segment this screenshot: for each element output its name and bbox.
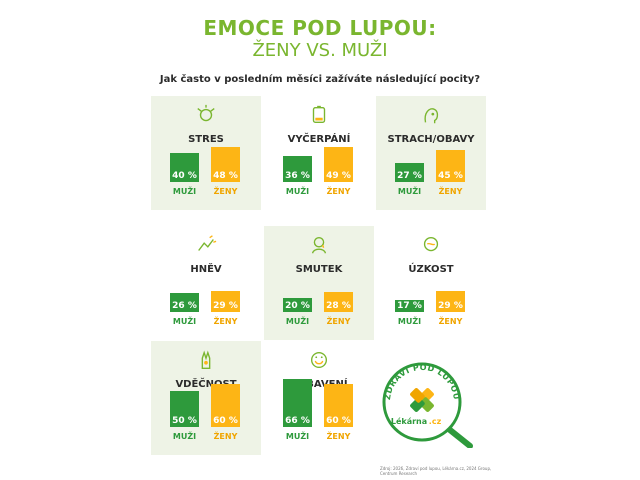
- emotion-label: VDĚČNOST: [175, 379, 237, 390]
- category-label-muzi: MUŽI: [172, 432, 197, 441]
- bar-zeny: 45 %: [436, 150, 465, 182]
- bar-muzi: 66 %: [283, 379, 312, 427]
- stress-icon: [197, 104, 215, 122]
- category-label-zeny: ŽENY: [213, 187, 238, 196]
- bar-value-label: 28 %: [326, 301, 351, 311]
- category-label-muzi: MUŽI: [285, 317, 310, 326]
- category-label-muzi: MUŽI: [397, 317, 422, 326]
- bar-value-label: 48 %: [213, 171, 238, 181]
- bar-value-label: 66 %: [285, 416, 310, 426]
- bar-muzi: 17 %: [395, 300, 424, 312]
- category-label-zeny: ŽENY: [326, 432, 351, 441]
- bar-value-label: 50 %: [172, 416, 197, 426]
- category-label-zeny: ŽENY: [326, 317, 351, 326]
- emotion-label: POBAVENÍ: [290, 379, 348, 390]
- bar-muzi: 36 %: [283, 156, 312, 182]
- emotion-label: STRACH/OBAVY: [387, 134, 475, 145]
- emotion-label: VYČERPÁNÍ: [287, 134, 351, 145]
- anxiety-icon: [423, 236, 439, 252]
- bar-value-label: 40 %: [172, 171, 197, 181]
- bar-zeny: 29 %: [436, 291, 465, 312]
- emotion-label: HNĚV: [190, 264, 222, 275]
- category-label-muzi: MUŽI: [285, 432, 310, 441]
- category-label-zeny: ŽENY: [213, 317, 238, 326]
- logo-domain-text: .cz: [429, 417, 442, 426]
- category-label-zeny: ŽENY: [438, 187, 463, 196]
- bar-value-label: 27 %: [397, 171, 422, 181]
- survey-question: Jak často v posledním měsíci zažíváte ná…: [159, 74, 481, 85]
- bar-muzi: 50 %: [170, 391, 199, 427]
- bar-value-label: 36 %: [285, 171, 310, 181]
- bar-zeny: 29 %: [211, 291, 240, 312]
- emotion-panel: VDĚČNOST 50 % MUŽI 60 % ŽENY: [151, 341, 261, 455]
- emotion-panel: POBAVENÍ 66 % MUŽI 60 % ŽENY: [264, 341, 374, 455]
- fear-icon: [424, 108, 439, 124]
- bar-value-label: 20 %: [285, 301, 310, 311]
- amusement-icon: [310, 351, 328, 369]
- gratitude-icon: [201, 350, 211, 369]
- sadness-icon: [311, 236, 327, 254]
- emotion-panel: ÚZKOST 17 % MUŽI 29 % ŽENY: [376, 226, 486, 340]
- bar-zeny: 49 %: [324, 147, 353, 182]
- bar-zeny: 48 %: [211, 147, 240, 182]
- bar-zeny: 60 %: [324, 384, 353, 427]
- emotion-panel: STRES 40 % MUŽI 48 % ŽENY: [151, 96, 261, 210]
- bar-muzi: 40 %: [170, 153, 199, 182]
- category-label-zeny: ŽENY: [213, 432, 238, 441]
- infographic-title: EMOCE POD LUPOU:: [203, 16, 437, 40]
- bar-value-label: 49 %: [326, 171, 351, 181]
- bar-value-label: 60 %: [326, 416, 351, 426]
- category-label-muzi: MUŽI: [172, 187, 197, 196]
- emotion-panel: STRACH/OBAVY 27 % MUŽI 45 % ŽENY: [376, 96, 486, 210]
- emotion-label: STRES: [188, 134, 224, 145]
- emotion-panel: VYČERPÁNÍ 36 % MUŽI 49 % ŽENY: [264, 96, 374, 210]
- emotion-panel: SMUTEK 20 % MUŽI 28 % ŽENY: [264, 226, 374, 340]
- emotion-label: ÚZKOST: [408, 264, 454, 275]
- source-note: Zdroj: 2026, Zdraví pod lupou, Lékárna.c…: [380, 466, 492, 476]
- bar-zeny: 60 %: [211, 384, 240, 427]
- bar-zeny: 28 %: [324, 292, 353, 312]
- emotion-label: SMUTEK: [295, 264, 343, 275]
- logo-brand-text: Lékárna: [391, 416, 427, 426]
- bar-value-label: 29 %: [213, 301, 238, 311]
- infographic-subtitle: ŽENY VS. MUŽI: [252, 40, 388, 61]
- bar-value-label: 45 %: [438, 171, 463, 181]
- bar-muzi: 27 %: [395, 163, 424, 182]
- bar-value-label: 60 %: [213, 416, 238, 426]
- bar-value-label: 26 %: [172, 301, 197, 311]
- bar-value-label: 29 %: [438, 301, 463, 311]
- cross-icon: [410, 388, 434, 412]
- battery-icon: [312, 105, 326, 124]
- bar-muzi: 20 %: [283, 298, 312, 312]
- bar-muzi: 26 %: [170, 293, 199, 312]
- category-label-muzi: MUŽI: [397, 187, 422, 196]
- category-label-muzi: MUŽI: [285, 187, 310, 196]
- category-label-zeny: ŽENY: [326, 187, 351, 196]
- bar-value-label: 17 %: [397, 301, 422, 311]
- zdravi-pod-lupou-logo: ZDRAVÍ POD LUPOU Lékárna .cz: [382, 362, 473, 448]
- anger-icon: [198, 235, 217, 251]
- category-label-muzi: MUŽI: [172, 317, 197, 326]
- emotion-panel: HNĚV 26 % MUŽI 29 % ŽENY: [151, 226, 261, 340]
- category-label-zeny: ŽENY: [438, 317, 463, 326]
